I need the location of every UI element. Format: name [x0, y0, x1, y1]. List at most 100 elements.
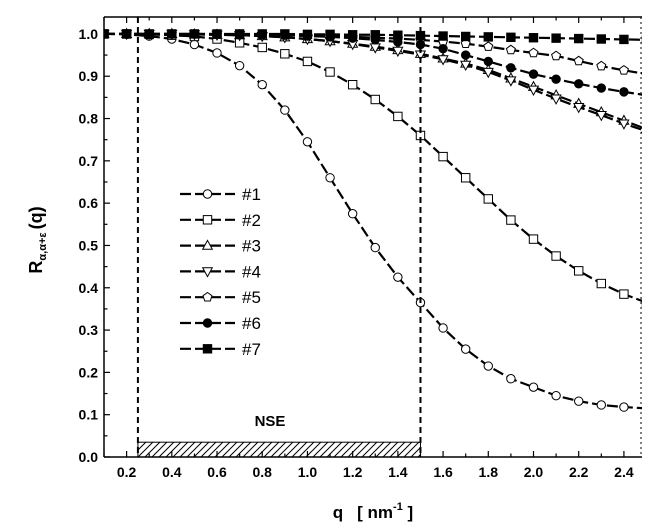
legend-label: #3	[242, 237, 261, 256]
series-7-point	[596, 34, 607, 44]
series-2-point	[302, 56, 313, 67]
x-tick-label: 1.0	[298, 464, 318, 480]
x-tick-label: 0.2	[117, 464, 137, 480]
series-2-point	[325, 67, 335, 77]
series-2-point	[619, 289, 629, 299]
series-5-point	[528, 47, 539, 58]
series-1-point	[438, 323, 448, 333]
series-6-point	[619, 87, 629, 97]
x-axis-title: q [ nm-1 ]	[333, 501, 413, 522]
series-2-point	[347, 79, 358, 90]
plot-area	[104, 27, 642, 412]
y-tick-label: 0.7	[79, 153, 99, 169]
series-7-point	[189, 29, 200, 39]
series-2-point	[257, 42, 267, 53]
x-tick-label: 2.0	[524, 464, 544, 480]
x-axis-title-unit-sup: -1	[393, 501, 403, 513]
x-axis-title-main: q	[333, 503, 343, 522]
series-7-point	[528, 33, 539, 43]
annotation-layer	[136, 17, 642, 458]
legend-item-1: #1	[180, 185, 261, 204]
series-2-point	[280, 49, 290, 59]
legend-item-5: #5	[180, 288, 261, 307]
series-1-point	[234, 60, 245, 71]
legend-item-7: #7	[180, 340, 261, 359]
x-tick-label: 1.8	[479, 464, 499, 480]
series-7-point	[212, 29, 222, 39]
y-tick-label: 0.4	[79, 280, 99, 296]
series-1-point	[393, 272, 403, 282]
x-tick-label: 2.2	[569, 464, 589, 480]
series-4-point	[595, 111, 607, 122]
series-1-point	[506, 374, 516, 384]
series-1-point	[212, 48, 222, 58]
series-1-point	[280, 105, 290, 115]
series-1-point	[189, 39, 200, 50]
x-tick-label: 0.6	[207, 464, 227, 480]
series-7-point	[234, 29, 245, 39]
series-5-point	[596, 60, 607, 71]
series-7-point	[438, 31, 448, 41]
series-1-point	[257, 79, 267, 90]
series-2-point	[483, 194, 493, 204]
tick-labels: 0.2 0.4 0.6 0.8 1.0 1.2 1.4 1.6 1.8 2.0 2.2 2.4 0.0 0…	[79, 26, 634, 480]
series-layer	[104, 27, 642, 412]
series-7-point	[325, 29, 335, 40]
legend-item-6: #6	[180, 314, 261, 333]
series-6-point	[574, 79, 584, 89]
legend-marker	[202, 215, 213, 225]
legend-item-3: #3	[180, 237, 261, 256]
y-tick-label: 0.0	[79, 449, 99, 465]
series-2-point	[506, 215, 516, 225]
nse-band	[137, 441, 421, 458]
series-7-point	[144, 29, 154, 39]
series-2-point	[370, 94, 380, 105]
y-tick-label: 1.0	[79, 26, 99, 42]
series-5-point	[618, 64, 629, 75]
legend-marker	[201, 267, 214, 278]
y-tick-label: 0.5	[79, 237, 99, 253]
series-4	[104, 29, 642, 131]
y-axis-title-sub: α,α+ε	[37, 232, 49, 261]
nse-label: NSE	[255, 413, 286, 430]
series-5-point	[505, 44, 516, 55]
series-7-point	[506, 32, 516, 43]
series-4-point	[550, 94, 562, 105]
series-5-point	[573, 55, 584, 66]
series-1-point	[619, 402, 629, 412]
series-4-point	[482, 67, 494, 79]
y-tick-label: 0.6	[79, 195, 99, 211]
series-4-point	[392, 46, 404, 58]
series-7-point	[574, 33, 584, 44]
series-6-point	[506, 63, 516, 73]
series-7-point	[280, 29, 290, 39]
series-4-point	[527, 85, 540, 97]
series-2	[104, 29, 642, 308]
legend-item-2: #2	[180, 211, 261, 230]
series-7-point	[167, 29, 177, 39]
series-5-point	[483, 41, 494, 51]
series-4-point	[618, 119, 630, 130]
series-1-point	[460, 344, 471, 354]
legend-marker	[202, 318, 213, 328]
series-2-point	[574, 266, 584, 276]
y-tick-label: 0.3	[79, 322, 99, 338]
x-tick-label: 0.4	[162, 464, 182, 480]
axes-layer	[103, 16, 642, 458]
series-7-point	[460, 31, 471, 42]
y-axis-title: Rα,α+ε (q)	[26, 206, 49, 273]
y-tick-label: 0.8	[79, 111, 99, 127]
x-tick-label: 1.2	[343, 464, 363, 480]
series-4-point	[573, 103, 585, 114]
series-1-point	[370, 242, 380, 253]
legend-label: #5	[242, 288, 261, 307]
series-2-point	[551, 251, 561, 261]
legend-marker	[202, 344, 213, 354]
series-2-point	[596, 278, 607, 289]
legend-label: #2	[242, 211, 261, 230]
series-1-point	[325, 173, 335, 183]
series-1-point	[302, 137, 313, 147]
legend-marker	[201, 239, 214, 250]
legend-item-4: #4	[180, 262, 261, 281]
